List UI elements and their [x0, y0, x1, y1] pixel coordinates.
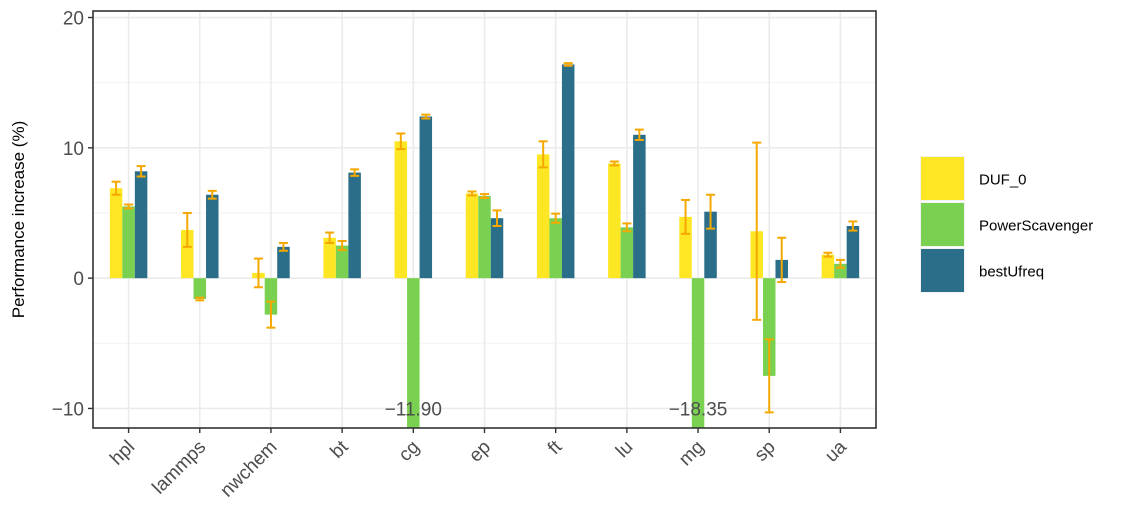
bar-DUF_0-bt — [323, 237, 336, 279]
value-annotation-cg: −11.90 — [385, 399, 442, 420]
errorbar-bestUfreq-ep — [492, 209, 502, 228]
x-tick-label-bt: bt — [327, 436, 354, 463]
errorbar-bestUfreq-lammps — [207, 189, 217, 200]
x-tick-label-lu: lu — [612, 437, 637, 462]
bar-DUF_0-mg — [679, 216, 692, 279]
bar-bestUfreq-ft — [561, 64, 575, 279]
value-annotation-mg: −18.35 — [669, 399, 728, 420]
errorbar-DUF_0-nwchem — [253, 257, 263, 289]
errorbar-DUF_0-hpl — [111, 180, 121, 196]
x-tick-label-ep: ep — [465, 437, 495, 467]
bar-PowerScavenger-nwchem — [264, 278, 278, 315]
bar-DUF_0-cg — [394, 141, 408, 279]
bar-PowerScavenger-bt — [335, 245, 349, 279]
errorbar-DUF_0-lammps — [182, 211, 192, 248]
errorbar-PowerScavenger-ua — [835, 258, 845, 269]
x-tick-label-ft: ft — [544, 436, 567, 459]
errorbar-DUF_0-cg — [396, 132, 406, 151]
y-tick-label: 10 — [63, 139, 84, 160]
errorbar-PowerScavenger-mg — [694, 498, 703, 517]
errorbar-bestUfreq-lu — [634, 128, 644, 142]
bar-PowerScavenger-lu — [620, 227, 634, 279]
errorbar-PowerScavenger-ep — [480, 193, 489, 199]
errorbar-bestUfreq-mg — [706, 193, 716, 230]
legend-swatch-PowerScavenger — [921, 203, 964, 246]
bar-DUF_0-ft — [536, 154, 550, 279]
legend-swatch-bestUfreq — [921, 249, 964, 292]
legend-label-PowerScavenger: PowerScavenger — [979, 218, 1093, 235]
bar-bestUfreq-nwchem — [277, 246, 290, 279]
x-tick-label-ua: ua — [821, 436, 851, 466]
bar-bestUfreq-cg — [419, 116, 433, 279]
bar-DUF_0-ep — [465, 193, 479, 279]
bar-bestUfreq-ua — [846, 226, 860, 279]
x-tick-label-lammps: lammps — [148, 437, 210, 499]
bar-PowerScavenger-mg — [691, 278, 705, 428]
errorbar-PowerScavenger-lammps — [195, 296, 205, 302]
bar-PowerScavenger-ep — [478, 196, 491, 279]
legend-label-DUF_0: DUF_0 — [979, 172, 1027, 189]
x-tick-label-cg: cg — [395, 437, 424, 466]
bar-bestUfreq-bt — [348, 172, 361, 279]
errorbar-DUF_0-ft — [538, 140, 548, 169]
errorbar-bestUfreq-sp — [777, 236, 787, 284]
errorbar-PowerScavenger-lu — [622, 222, 632, 233]
errorbar-bestUfreq-ua — [848, 220, 858, 232]
errorbar-DUF_0-ep — [467, 190, 477, 197]
errorbar-DUF_0-sp — [752, 141, 762, 321]
y-axis-title: Performance increase (%) — [9, 121, 28, 318]
x-tick-label-sp: sp — [751, 437, 780, 466]
errorbar-bestUfreq-hpl — [136, 165, 146, 178]
errorbar-DUF_0-lu — [609, 160, 619, 167]
errorbar-PowerScavenger-ft — [551, 212, 561, 224]
x-tick-label-hpl: hpl — [106, 437, 139, 470]
y-tick-label: 20 — [63, 9, 84, 30]
legend-label-bestUfreq: bestUfreq — [979, 264, 1044, 281]
x-tick-label-nwchem: nwchem — [217, 437, 282, 502]
legend-swatch-DUF_0 — [921, 157, 964, 200]
errorbar-PowerScavenger-nwchem — [266, 300, 276, 329]
bar-bestUfreq-lammps — [206, 194, 219, 279]
bar-bestUfreq-lu — [633, 134, 646, 279]
errorbar-bestUfreq-bt — [350, 168, 360, 177]
errorbar-bestUfreq-nwchem — [278, 241, 288, 252]
bar-DUF_0-hpl — [109, 188, 123, 279]
bar-bestUfreq-hpl — [134, 171, 148, 279]
bar-PowerScavenger-lammps — [193, 278, 207, 299]
errorbar-PowerScavenger-bt — [337, 240, 347, 252]
y-tick-label: 0 — [73, 269, 84, 290]
errorbar-DUF_0-mg — [681, 198, 691, 235]
errorbar-DUF_0-bt — [325, 231, 335, 244]
bar-PowerScavenger-hpl — [122, 206, 135, 279]
bar-PowerScavenger-cg — [407, 278, 420, 428]
errorbar-PowerScavenger-hpl — [124, 203, 134, 210]
error-bars-group — [111, 62, 858, 517]
x-tick-label-mg: mg — [675, 437, 709, 471]
errorbar-bestUfreq-cg — [421, 113, 431, 120]
bar-bestUfreq-ep — [490, 218, 504, 279]
errorbar-bestUfreq-ft — [563, 62, 573, 67]
errorbar-PowerScavenger-sp — [764, 338, 774, 414]
bar-DUF_0-ua — [821, 254, 835, 279]
bar-PowerScavenger-sp — [762, 278, 776, 376]
bar-DUF_0-lu — [608, 163, 621, 279]
bar-DUF_0-lammps — [181, 229, 194, 279]
y-tick-label: −10 — [52, 399, 84, 420]
bars-group — [109, 64, 860, 428]
bar-PowerScavenger-ft — [549, 218, 562, 279]
errorbar-DUF_0-ua — [823, 251, 833, 258]
